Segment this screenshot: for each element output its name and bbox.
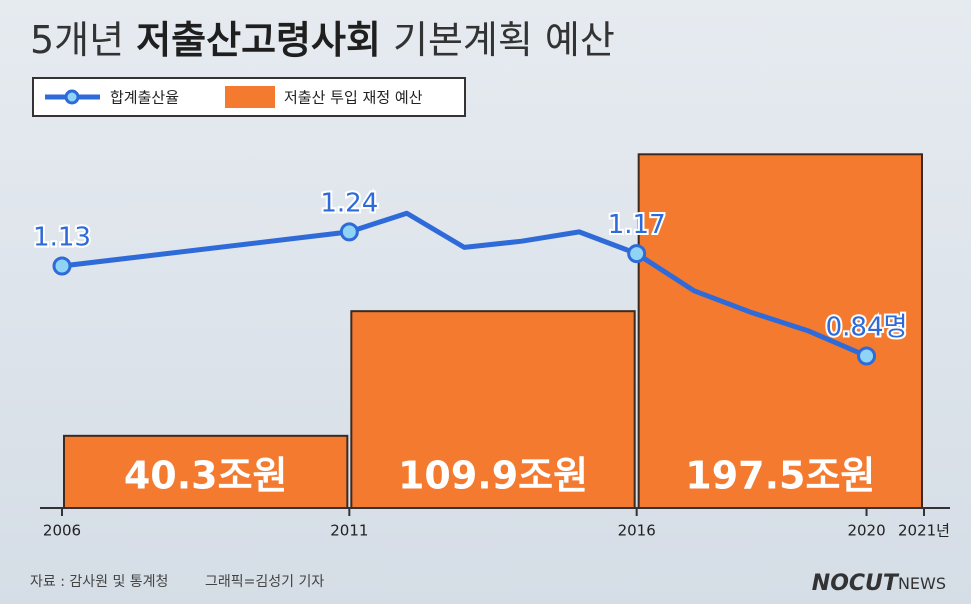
line-value-label: 1.24 [320,188,378,218]
chart-title: 5개년 저출산고령사회 기본계획 예산 [30,18,615,62]
line-value-label: 1.17 [608,210,666,240]
logo: NOCUTNEWS [812,571,946,596]
bar [637,153,924,510]
legend-swatch [225,86,275,108]
x-tick-label: 2020 [847,522,885,540]
bar-value-label: 197.5조원 [685,454,875,498]
bar [350,310,636,509]
legend-label: 저출산 투입 재정 예산 [284,89,423,107]
legend-marker [64,89,80,105]
x-tick-label: 2011 [330,522,368,540]
logo-part: NOCUT [812,571,900,596]
line [61,210,868,359]
bar-value-label: 40.3조원 [124,454,288,498]
line-value-label: 1.13 [33,223,91,253]
title-part: 저출산고령사회 [136,18,381,62]
x-tick-label: 2006 [43,522,81,540]
x-tick-label: 2021년 [898,522,950,540]
legend-label: 합계출산율 [110,89,179,107]
line-marker [857,346,877,366]
title-part: 5개년 [30,18,136,62]
line-marker [627,244,647,264]
line-value-label: 0.84명 [826,312,908,342]
logo-part: NEWS [898,574,946,593]
title-part: 기본계획 예산 [381,18,615,62]
x-tick-label: 2016 [618,522,656,540]
line-marker [339,222,359,242]
line-marker [52,256,72,276]
source: 자료 : 감사원 및 통계청 [30,574,168,590]
credit: 그래픽=김성기 기자 [205,574,324,590]
bar-value-label: 109.9조원 [398,454,588,498]
